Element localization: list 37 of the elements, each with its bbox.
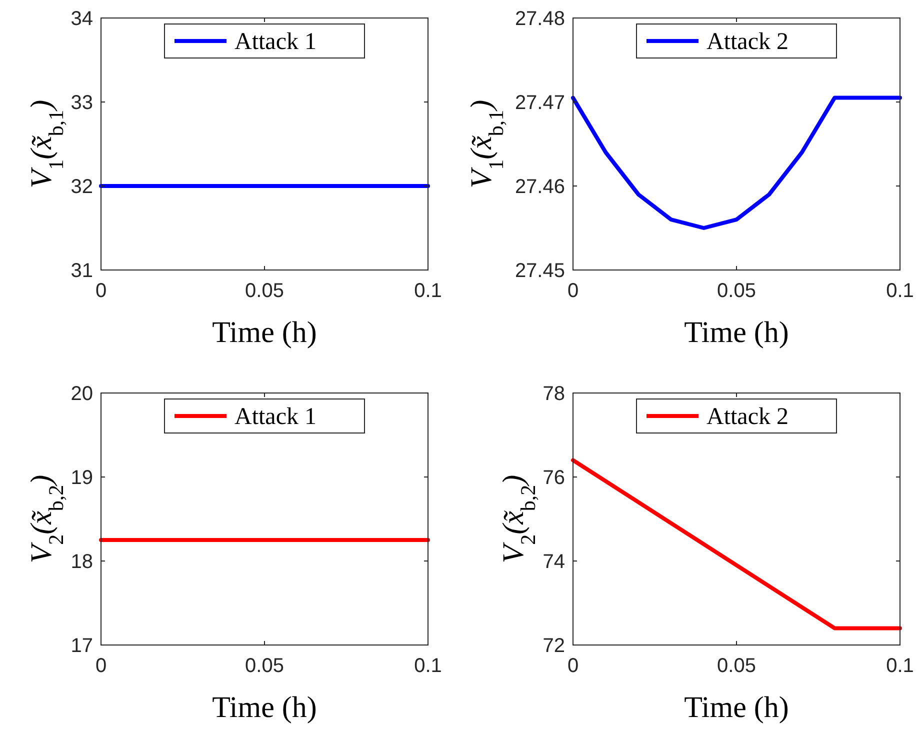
x-tick-label: 0 [567,280,579,302]
legend-label: Attack 2 [706,29,788,55]
x-tick-label: 0.1 [414,280,442,302]
y-tick-label: 74 [542,551,565,573]
y-tick-label: 31 [70,260,93,282]
x-axis-title: Time (h) [684,691,789,724]
y-tick-label: 34 [70,8,93,30]
x-tick-label: 0.05 [245,280,284,302]
y-tick-label: 27.47 [514,92,565,114]
y-tick-label: 33 [70,92,93,114]
x-tick-label: 0 [95,655,107,677]
x-axis-title: Time (h) [212,691,317,724]
x-tick-label: 0.1 [886,655,914,677]
y-tick-label: 27.46 [514,176,565,198]
y-tick-label: 20 [70,383,93,405]
legend-label: Attack 1 [234,29,316,55]
y-tick-label: 72 [542,635,565,657]
x-tick-label: 0.05 [717,655,756,677]
x-tick-label: 0 [95,280,107,302]
x-axis-title: Time (h) [212,316,317,349]
y-tick-label: 27.48 [514,8,565,30]
x-tick-label: 0.05 [717,280,756,302]
legend-label: Attack 2 [706,404,788,430]
y-tick-label: 32 [70,176,93,198]
y-tick-label: 19 [70,467,93,489]
y-tick-label: 27.45 [514,260,565,282]
line-series [571,96,902,230]
y-tick-label: 76 [542,467,565,489]
x-tick-label: 0 [567,655,579,677]
y-tick-label: 18 [70,551,93,573]
y-tick-label: 78 [542,383,565,405]
x-tick-label: 0.05 [245,655,284,677]
x-tick-label: 0.1 [886,280,914,302]
x-axis-title: Time (h) [684,316,789,349]
y-tick-label: 17 [70,635,93,657]
legend-label: Attack 1 [234,404,316,430]
x-tick-label: 0.1 [414,655,442,677]
